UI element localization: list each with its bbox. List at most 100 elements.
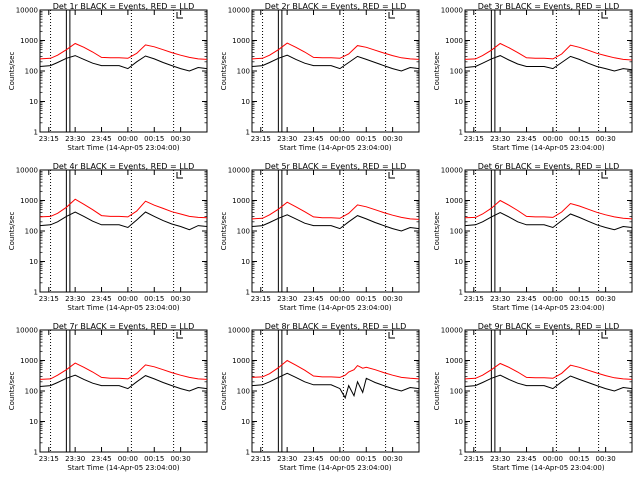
panel-8-xtick-label-4: 00:15 bbox=[356, 455, 376, 463]
panel-9-xtick-label-4: 00:15 bbox=[569, 455, 589, 463]
panel-4-frame bbox=[39, 169, 208, 293]
panel-4-xlabel: Start Time (14-Apr-05 23:04:00) bbox=[67, 304, 179, 312]
panel-8-ylabel: Counts/sec bbox=[220, 372, 228, 411]
panel-4-xtick-label-3: 00:00 bbox=[118, 295, 138, 303]
panel-4-xtick-label-1: 23:30 bbox=[65, 295, 85, 303]
panel-4-ytick-label-3: 1000 bbox=[20, 197, 38, 205]
panel-2-xlabel: Start Time (14-Apr-05 23:04:00) bbox=[279, 144, 391, 152]
panel-9-frame bbox=[464, 329, 633, 453]
panel-3-ytick-label-2: 100 bbox=[450, 68, 463, 76]
panel-3-legend-marker bbox=[601, 12, 608, 19]
panel-8-xtick-label-3: 00:00 bbox=[330, 455, 350, 463]
panel-5-title: Det 5r BLACK = Events, RED = LLD bbox=[265, 162, 407, 171]
panel-2-xtick-label-2: 23:45 bbox=[303, 135, 323, 143]
panel-6-ytick-label-3: 1000 bbox=[445, 197, 463, 205]
panel-1-ytick-label-4: 10000 bbox=[16, 7, 38, 15]
panel-7-xtick-label-1: 23:30 bbox=[65, 455, 85, 463]
panel-7-legend-marker bbox=[176, 332, 183, 339]
panel-9-series-lld bbox=[464, 362, 633, 380]
panel-3-series-lld bbox=[464, 42, 633, 61]
panel-2-xtick-label-3: 00:00 bbox=[330, 135, 350, 143]
panel-5-xtick-label-4: 00:15 bbox=[356, 295, 376, 303]
panel-9-ytick-label-4: 10000 bbox=[441, 327, 463, 335]
panel-1-ytick-label-0: 1 bbox=[34, 129, 38, 137]
panel-7-series-events bbox=[39, 374, 208, 392]
panel-6-ytick-label-4: 10000 bbox=[441, 167, 463, 175]
panel-3-xtick-label-0: 23:15 bbox=[464, 135, 484, 143]
panel-9-xtick-label-3: 00:00 bbox=[543, 455, 563, 463]
panel-4-ytick-label-1: 10 bbox=[29, 258, 38, 266]
panel-9-legend-marker bbox=[601, 332, 608, 339]
panel-2-ylabel: Counts/sec bbox=[220, 52, 228, 91]
panel-7-ytick-label-3: 1000 bbox=[20, 357, 38, 365]
panel-9-ytick-label-1: 10 bbox=[454, 418, 463, 426]
panel-3-ytick-label-4: 10000 bbox=[441, 7, 463, 15]
panel-4-xtick-label-4: 00:15 bbox=[144, 295, 164, 303]
panel-7-ytick-label-2: 100 bbox=[25, 388, 38, 396]
panel-7-ytick-label-1: 10 bbox=[29, 418, 38, 426]
panel-1-xtick-label-4: 00:15 bbox=[144, 135, 164, 143]
panel-5-xtick-label-1: 23:30 bbox=[277, 295, 297, 303]
panel-3-xtick-label-1: 23:30 bbox=[490, 135, 510, 143]
panel-6-xtick-label-4: 00:15 bbox=[569, 295, 589, 303]
panel-2-xtick-label-0: 23:15 bbox=[251, 135, 271, 143]
panel-1-title: Det 1r BLACK = Events, RED = LLD bbox=[53, 2, 195, 11]
panel-5-series-lld bbox=[251, 201, 420, 220]
panel-8-legend-marker bbox=[388, 332, 395, 339]
panel-8-xlabel: Start Time (14-Apr-05 23:04:00) bbox=[279, 464, 391, 472]
panel-1-ytick-label-2: 100 bbox=[25, 68, 38, 76]
panel-8-ytick-label-3: 1000 bbox=[232, 357, 250, 365]
panel-7-xtick-label-0: 23:15 bbox=[39, 455, 59, 463]
panel-2-xtick-label-4: 00:15 bbox=[356, 135, 376, 143]
panel-3-title: Det 3r BLACK = Events, RED = LLD bbox=[478, 2, 620, 11]
panel-5-xtick-label-0: 23:15 bbox=[251, 295, 271, 303]
panel-2-frame bbox=[251, 9, 420, 133]
panel-1-frame bbox=[39, 9, 208, 133]
panel-2-ytick-label-0: 1 bbox=[246, 129, 250, 137]
panel-7-xtick-label-2: 23:45 bbox=[91, 455, 111, 463]
panel-6-ytick-label-1: 10 bbox=[454, 258, 463, 266]
panel-5-series-events bbox=[251, 214, 420, 232]
panel-8-xtick-label-0: 23:15 bbox=[251, 455, 271, 463]
panel-1-xtick-label-3: 00:00 bbox=[118, 135, 138, 143]
panel-6-series-events bbox=[464, 212, 633, 231]
panel-5-ylabel: Counts/sec bbox=[220, 212, 228, 251]
panel-8-ytick-label-2: 100 bbox=[237, 388, 250, 396]
panel-6-series-lld bbox=[464, 199, 633, 220]
panel-2-title: Det 2r BLACK = Events, RED = LLD bbox=[265, 2, 407, 11]
panel-7-xtick-label-3: 00:00 bbox=[118, 455, 138, 463]
panel-3-xtick-label-2: 23:45 bbox=[516, 135, 536, 143]
panel-5-frame bbox=[251, 169, 420, 293]
panel-6-xtick-label-3: 00:00 bbox=[543, 295, 563, 303]
panel-7-xtick-label-4: 00:15 bbox=[144, 455, 164, 463]
panel-9-title: Det 9r BLACK = Events, RED = LLD bbox=[478, 322, 620, 331]
panel-2-xtick-label-1: 23:30 bbox=[277, 135, 297, 143]
panel-3-xlabel: Start Time (14-Apr-05 23:04:00) bbox=[492, 144, 604, 152]
panel-3-ytick-label-1: 10 bbox=[454, 98, 463, 106]
panel-6-xlabel: Start Time (14-Apr-05 23:04:00) bbox=[492, 304, 604, 312]
panel-2-xtick-label-5: 00:30 bbox=[383, 135, 403, 143]
panel-4-ytick-label-2: 100 bbox=[25, 228, 38, 236]
panel-6-ylabel: Counts/sec bbox=[433, 212, 441, 251]
panel-9-ytick-label-2: 100 bbox=[450, 388, 463, 396]
panel-4-series-events bbox=[39, 211, 208, 231]
panel-8-xtick-label-5: 00:30 bbox=[383, 455, 403, 463]
panel-5-xlabel: Start Time (14-Apr-05 23:04:00) bbox=[279, 304, 391, 312]
panel-8-ytick-label-4: 10000 bbox=[228, 327, 250, 335]
panel-3-xtick-label-3: 00:00 bbox=[543, 135, 563, 143]
panel-3-frame bbox=[464, 9, 633, 133]
panel-8-series-events bbox=[251, 372, 420, 400]
panel-6-ytick-label-2: 100 bbox=[450, 228, 463, 236]
panel-6-legend-marker bbox=[601, 172, 608, 179]
panel-6-xtick-label-2: 23:45 bbox=[516, 295, 536, 303]
panel-5-xtick-label-3: 00:00 bbox=[330, 295, 350, 303]
panel-9-xtick-label-5: 00:30 bbox=[596, 455, 616, 463]
panel-5-ytick-label-1: 10 bbox=[241, 258, 250, 266]
panel-1-legend-marker bbox=[176, 12, 183, 19]
panel-2-series-events bbox=[251, 54, 420, 72]
panel-3-ytick-label-0: 1 bbox=[459, 129, 463, 137]
panel-6-title: Det 6r BLACK = Events, RED = LLD bbox=[478, 162, 620, 171]
panel-6-xtick-label-1: 23:30 bbox=[490, 295, 510, 303]
panel-5-ytick-label-3: 1000 bbox=[232, 197, 250, 205]
panel-9-ytick-label-3: 1000 bbox=[445, 357, 463, 365]
